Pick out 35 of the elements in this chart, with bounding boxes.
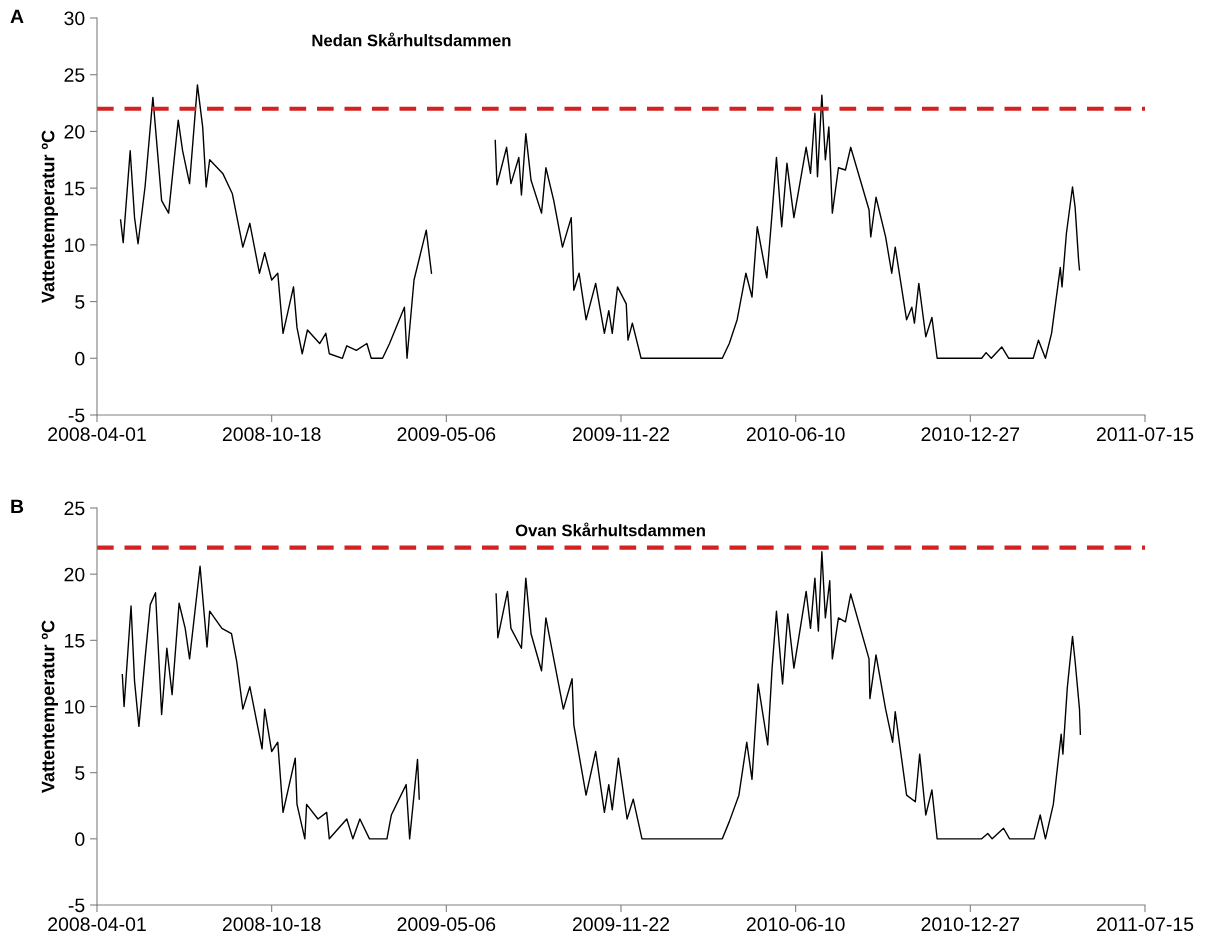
y-axis-title: Vattentemperatur ºC <box>41 620 59 793</box>
y-tick-label: 15 <box>65 181 85 196</box>
x-tick-label: 2010-12-27 <box>921 917 1020 932</box>
x-tick-label: 2011-07-15 <box>1096 917 1194 932</box>
text: A <box>10 9 24 24</box>
x-tick-label: 2008-04-01 <box>48 917 146 932</box>
y-tick-label: 10 <box>65 699 85 714</box>
y-tick-label: 20 <box>64 124 85 139</box>
x-tick-label: 2008-04-01 <box>48 427 146 442</box>
x-tick-label: 2010-06-10 <box>746 917 845 932</box>
y-tick-label: 30 <box>64 11 85 26</box>
y-tick-label: -5 <box>68 898 85 913</box>
y-tick-label: 15 <box>65 634 85 648</box>
y-axis-title: Vattentemperatur ºC <box>41 130 59 303</box>
y-tick-label: -5 <box>68 408 85 423</box>
text: B <box>11 499 24 514</box>
x-tick-label: 2009-11-22 <box>572 427 670 442</box>
y-tick-label: 20 <box>64 567 85 582</box>
text: Ovan Skårhultsdammen <box>515 522 705 537</box>
x-tick-label: 2009-05-06 <box>397 917 496 932</box>
y-tick-label: 5 <box>75 295 85 309</box>
y-tick-label: 0 <box>75 832 85 847</box>
x-tick-label: 2010-12-27 <box>921 427 1020 442</box>
x-tick-label: 2009-11-22 <box>572 917 670 932</box>
text: Nedan Skårhultsdammen <box>312 32 511 47</box>
y-tick-label: 25 <box>64 68 85 82</box>
y-tick-label: 5 <box>75 766 85 780</box>
y-tick-label: 10 <box>65 238 85 253</box>
x-tick-label: 2008-10-18 <box>222 917 321 932</box>
x-tick-label: 2008-10-18 <box>222 427 321 442</box>
y-tick-label: 0 <box>75 351 85 366</box>
x-tick-label: 2011-07-15 <box>1096 427 1194 442</box>
y-tick-label: 25 <box>64 501 85 516</box>
x-tick-label: 2009-05-06 <box>397 427 496 442</box>
x-tick-label: 2010-06-10 <box>746 427 845 442</box>
